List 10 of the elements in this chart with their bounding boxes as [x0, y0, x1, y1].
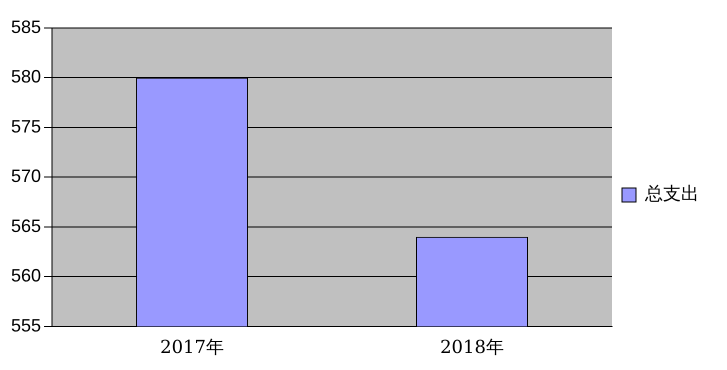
legend-label: 总支出 [644, 184, 699, 205]
y-tick-label: 575 [10, 116, 42, 136]
y-tick-label: 570 [10, 166, 42, 186]
x-tick-label: 2017年 [160, 336, 224, 358]
y-tick-label: 555 [10, 315, 42, 336]
x-tick-label: 2018年 [440, 336, 504, 358]
y-tick-label: 585 [10, 16, 42, 37]
y-tick-label: 560 [10, 266, 42, 286]
y-tick-label: 565 [10, 216, 42, 236]
y-tick-label: 580 [10, 66, 42, 87]
